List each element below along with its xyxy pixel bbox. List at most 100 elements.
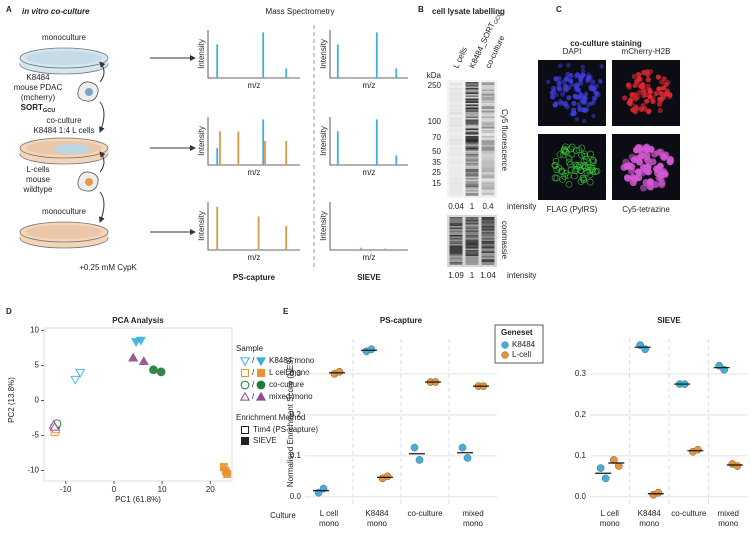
cell-outline: [586, 178, 594, 186]
nucleus-dot: [562, 86, 568, 92]
gel-band: [481, 104, 495, 106]
gel-band: [481, 169, 495, 171]
nucleus-dot: [662, 151, 670, 159]
gel-band: [449, 109, 463, 111]
y-tick-label: 0.3: [575, 369, 587, 378]
gel-band: [465, 85, 479, 87]
gene-label: SORTGCU: [21, 103, 56, 114]
gel-band: [465, 251, 479, 253]
intensity-value: 1: [470, 271, 475, 280]
gel-band: [481, 148, 495, 150]
gel-band: [481, 125, 495, 127]
gel-band: [465, 134, 479, 136]
nucleus-dot: [635, 71, 642, 78]
unit-label: kDa: [427, 71, 442, 80]
gel-band: [450, 102, 463, 104]
gel-band: [465, 167, 479, 169]
gel-band: [481, 130, 495, 132]
gel-band: [449, 232, 463, 234]
nucleus-dot: [557, 98, 564, 105]
nucleus-dot: [644, 98, 650, 104]
gel-band: [481, 241, 495, 243]
gel-band: [450, 177, 463, 179]
cell-outline: [560, 147, 568, 154]
y-tick-label: 0.2: [290, 410, 302, 419]
gel-band: [465, 181, 479, 183]
gel-band: [465, 160, 479, 162]
gel-band: [481, 260, 495, 262]
gel-band: [449, 259, 463, 261]
gel-band: [449, 148, 463, 150]
gel-band: [481, 218, 495, 220]
cell-label-line: mouse: [26, 175, 51, 184]
legend-marker: [239, 357, 251, 367]
gel-band: [465, 154, 479, 156]
gel-band: [481, 247, 495, 249]
y-tick-label: -5: [32, 431, 40, 440]
gel-band: [450, 82, 463, 84]
gel-band: [449, 142, 463, 144]
legend-marker: [501, 351, 509, 359]
x-tick-label-line: mono: [367, 519, 388, 528]
nucleus-dot: [632, 82, 638, 88]
gel-band: [481, 253, 495, 255]
nucleus-dot: [569, 112, 574, 117]
gel-band: [481, 164, 495, 166]
gel-band: [481, 142, 495, 144]
cell-label-line: L-cells: [26, 165, 49, 174]
gel-band: [449, 136, 463, 138]
gel-band: [465, 239, 479, 241]
gel-band: [449, 241, 463, 243]
dish-medium: [26, 225, 102, 239]
nucleus-dot: [590, 79, 596, 85]
point: [223, 470, 232, 479]
gel-band: [465, 158, 479, 160]
gel-band: [449, 257, 463, 259]
gel-band: [449, 154, 463, 156]
nucleus-dot: [630, 156, 638, 164]
cell-outline: [553, 166, 561, 174]
nucleus-dot: [588, 84, 594, 90]
nucleus-dot: [637, 89, 643, 95]
cell-outline: [567, 161, 574, 168]
gel-band: [481, 220, 495, 222]
cell-outline: [562, 169, 570, 177]
gel-band: [481, 179, 495, 181]
gel-band: [481, 155, 495, 157]
nucleus-dot: [649, 158, 657, 166]
gel-band: [449, 98, 463, 100]
legend-marker: [239, 391, 251, 401]
gel-band: [481, 170, 495, 172]
x-tick-label-line: K8484: [365, 509, 389, 518]
gene-label-subscript: GCU: [43, 108, 55, 114]
gel-band: [465, 241, 479, 243]
axis-label: Intensity: [319, 211, 328, 241]
spectrum-axes: [207, 30, 300, 79]
channel-label: mCherry-H2B: [622, 47, 671, 56]
gel-band: [481, 242, 495, 244]
gel-band: [450, 103, 463, 105]
gel-band: [465, 248, 479, 250]
ms-title: Mass Spectrometry: [266, 7, 335, 16]
nucleus-dot: [645, 109, 652, 115]
nucleus-dot: [645, 77, 651, 83]
gel-band: [481, 154, 495, 156]
axis-label: Intensity: [197, 39, 206, 69]
gel-band: [450, 133, 463, 135]
gel-band: [465, 259, 479, 261]
point: [596, 464, 605, 472]
nucleus-dot: [658, 181, 666, 189]
nucleus-dot: [640, 82, 646, 88]
gel-band: [449, 92, 463, 94]
gel-band: [481, 173, 495, 175]
gel-band: [481, 239, 495, 241]
gel-band: [449, 256, 463, 258]
nucleus-dot: [566, 95, 572, 101]
nucleus-dot: [655, 74, 662, 80]
gel-band: [465, 146, 479, 148]
gel-band: [465, 130, 479, 132]
nucleus-dot: [568, 78, 574, 84]
point: [335, 367, 344, 376]
